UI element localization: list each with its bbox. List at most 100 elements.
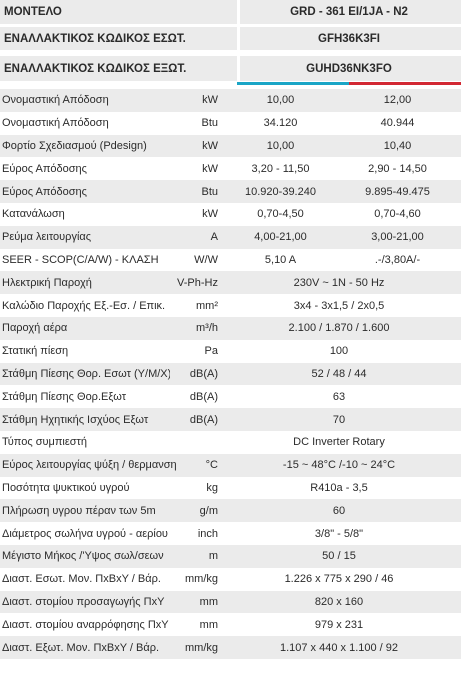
spec-value: 820 x 160	[314, 595, 364, 608]
indoor-code-row: ΕΝΑΛΛΑΚΤΙΚΟΣ ΚΩΔΙΚΟΣ ΕΣΩΤ. GFH36K3FI	[0, 27, 461, 50]
spec-row: Διαστ. στομίου αναρρόφησης ΠxY mm 979 x 23…	[0, 613, 461, 637]
header-divider	[0, 24, 461, 27]
spec-row: Φορτίο Σχεδιασμού (Pdesign) kW 10,00 10,40	[0, 134, 461, 158]
spec-unit: W/W	[194, 253, 218, 266]
spec-unit: A	[210, 231, 218, 244]
spec-value: 230V ~ 1N - 50 Hz	[293, 276, 385, 289]
model-value: GRD - 361 EI/1JA - N2	[290, 6, 408, 18]
spec-value: R410a - 3,5	[310, 481, 368, 494]
spec-value: 50 / 15	[322, 550, 356, 563]
spec-unit: kW	[202, 162, 218, 175]
spec-unit: Pa	[204, 345, 218, 358]
spec-label: Φορτίο Σχεδιασμού (Pdesign)	[2, 139, 147, 152]
spec-value: 1.107 x 440 x 1.100 / 92	[279, 641, 399, 654]
spec-label: Ονομαστική Απόδοση	[2, 117, 109, 130]
spec-unit: dB(A)	[189, 367, 218, 380]
heating-color-bar	[349, 82, 461, 85]
spec-row: Διαστ. Εσωτ. Μον. ΠxΒxY / Βάρ. mm/kg 1.226…	[0, 567, 461, 591]
spec-label: Μέγιστο Μήκος /'Υψος σωλ/σεων	[2, 550, 164, 563]
spec-value: 63	[332, 390, 346, 403]
spec-row: Ρεύμα λειτουργίας A 4,00-21,00 3,00-21,00	[0, 225, 461, 249]
spec-label: Διαστ. Εξωτ. Μον. ΠxΒxY / Βάρ.	[2, 641, 160, 654]
spec-value-cooling: 0,70-4,50	[257, 208, 304, 221]
spec-value-heating: 2,90 - 14,50	[368, 162, 427, 175]
spec-row: Διαστ. Εξωτ. Μον. ΠxΒxY / Βάρ. mm/kg 1.107…	[0, 636, 461, 659]
spec-value-heating: .-/3,80A/-	[374, 253, 421, 266]
spec-value: DC Inverter Rotary	[293, 436, 385, 449]
spec-value: 52 / 48 / 44	[311, 367, 367, 380]
spec-row: Στάθμη Πίεσης Θορ.Εξωτ dB(A) 63	[0, 385, 461, 409]
indoor-code-label: ΕΝΑΛΛΑΚΤΙΚΟΣ ΚΩΔΙΚΟΣ ΕΣΩΤ.	[4, 32, 186, 45]
spec-value-cooling: 4,00-21,00	[254, 231, 307, 244]
spec-row: Στάθμη Πίεσης Θορ. Εσωτ (Υ/Μ/Χ) dB(A) 52 /…	[0, 362, 461, 386]
spec-row: Μέγιστο Μήκος /'Υψος σωλ/σεων m 50 / 15	[0, 544, 461, 568]
spec-value-heating: 3,00-21,00	[371, 231, 424, 244]
spec-label: Διαστ. Εσωτ. Μον. ΠxΒxY / Βάρ.	[2, 573, 161, 586]
spec-label: SEER - SCOP(C/A/W) - ΚΛΑΣΗ	[2, 253, 159, 266]
spec-label: Διαστ. στομίου αναρρόφησης ΠxY	[2, 618, 169, 631]
spec-unit: Btu	[201, 185, 218, 198]
spec-unit: kW	[202, 208, 218, 221]
spec-label: Ονομαστική Απόδοση	[2, 94, 109, 107]
spec-unit: dB(A)	[189, 390, 218, 403]
spec-row: SEER - SCOP(C/A/W) - ΚΛΑΣΗ W/W 5,10 A .-/3,…	[0, 248, 461, 272]
spec-unit: kW	[202, 94, 218, 107]
spec-label: Εύρος λειτουργίας ψύξη / θερμανση	[2, 459, 177, 472]
cooling-color-bar	[237, 82, 349, 85]
spec-unit: inch	[197, 527, 218, 540]
spec-unit: mm/kg	[185, 573, 218, 586]
spec-value: 70	[332, 413, 346, 426]
spec-unit: mm²	[196, 299, 218, 312]
spec-unit: m	[208, 550, 218, 563]
spec-row: Διαστ. στομίου προσαγωγής ΠxY mm 820 x 160	[0, 590, 461, 614]
spec-unit: g/m	[199, 504, 218, 517]
spec-unit: °C	[205, 459, 218, 472]
spec-unit: Btu	[201, 117, 218, 130]
outdoor-code-row: ΕΝΑΛΛΑΚΤΙΚΟΣ ΚΩΔΙΚΟΣ ΕΞΩΤ. GUHD36NK3FO	[0, 56, 461, 81]
model-label: ΜΟΝΤΕΛΟ	[4, 6, 62, 18]
spec-value-cooling: 10.920-39.240	[245, 185, 316, 198]
header-divider	[0, 50, 461, 56]
outdoor-code-value: GUHD36NK3FO	[306, 62, 392, 75]
spec-value-heating: 9.895-49.475	[365, 185, 430, 198]
spec-value-heating: 12,00	[383, 94, 412, 107]
spec-unit: V-Ph-Hz	[177, 276, 218, 289]
spec-row: Εύρος Απόδοσης Btu 10.920-39.240 9.895-49.4…	[0, 180, 461, 203]
spec-value-cooling: 10,00	[266, 94, 295, 107]
spec-row: Κατανάλωση kW 0,70-4,50 0,70-4,60	[0, 202, 461, 226]
spec-label: Στάθμη Ηχητικής Ισχύος Εξωτ	[2, 413, 149, 426]
spec-row: Εύρος λειτουργίας ψύξη / θερμανση °C -15 ~…	[0, 453, 461, 477]
spec-value: 979 x 231	[314, 618, 364, 631]
spec-row: Ονομαστική Απόδοση kW 10,00 12,00	[0, 89, 461, 112]
spec-value-cooling: 34.120	[263, 117, 298, 130]
header-column-divider	[237, 0, 240, 81]
spec-unit: dB(A)	[189, 413, 218, 426]
spec-label: Καλώδιο Παροχής Εξ.-Εσ. / Επικ.	[2, 299, 166, 312]
spec-row: Στατική πίεση Pa 100	[0, 339, 461, 363]
spec-value-cooling: 5,10 A	[264, 253, 297, 266]
spec-table: Ονομαστική Απόδοση kW 10,00 12,00 Ονομαστική…	[0, 89, 461, 659]
spec-row: Τύπος συμπιεστή DC Inverter Rotary	[0, 430, 461, 454]
spec-label: Εύρος Απόδοσης	[2, 162, 87, 175]
spec-unit: mm	[199, 595, 218, 608]
spec-label: Ποσότητα ψυκτικού υγρού	[2, 481, 130, 494]
spec-value-cooling: 3,20 - 11,50	[251, 162, 310, 175]
spec-unit: m³/h	[196, 322, 218, 335]
spec-label: Στατική πίεση	[2, 345, 69, 358]
spec-value: 3/8" - 5/8"	[314, 527, 364, 540]
spec-unit: mm	[199, 618, 218, 631]
spec-row: Στάθμη Ηχητικής Ισχύος Εξωτ dB(A) 70	[0, 408, 461, 431]
spec-row: Καλώδιο Παροχής Εξ.-Εσ. / Επικ. mm² 3x4 - …	[0, 294, 461, 317]
spec-row: Ηλεκτρική Παροχή V-Ph-Hz 230V ~ 1N - 50 Hz	[0, 271, 461, 295]
spec-label: Τύπος συμπιεστή	[2, 436, 88, 449]
spec-value: 100	[329, 345, 349, 358]
spec-row: Εύρος Απόδοσης kW 3,20 - 11,50 2,90 - 14,50	[0, 157, 461, 181]
spec-row: Παροχή αέρα m³/h 2.100 / 1.870 / 1.600	[0, 316, 461, 340]
spec-label: Πλήρωση υγρου πέραν των 5m	[2, 504, 156, 517]
spec-row: Διάμετρος σωλήνα υγρού - αερίου inch 3/8" …	[0, 522, 461, 545]
spec-value-heating: 0,70-4,60	[374, 208, 421, 221]
outdoor-code-label: ΕΝΑΛΛΑΚΤΙΚΟΣ ΚΩΔΙΚΟΣ ΕΞΩΤ.	[4, 62, 187, 75]
spec-label: Στάθμη Πίεσης Θορ. Εσωτ (Υ/Μ/Χ)	[2, 367, 170, 380]
spec-value-heating: 10,40	[383, 139, 412, 152]
